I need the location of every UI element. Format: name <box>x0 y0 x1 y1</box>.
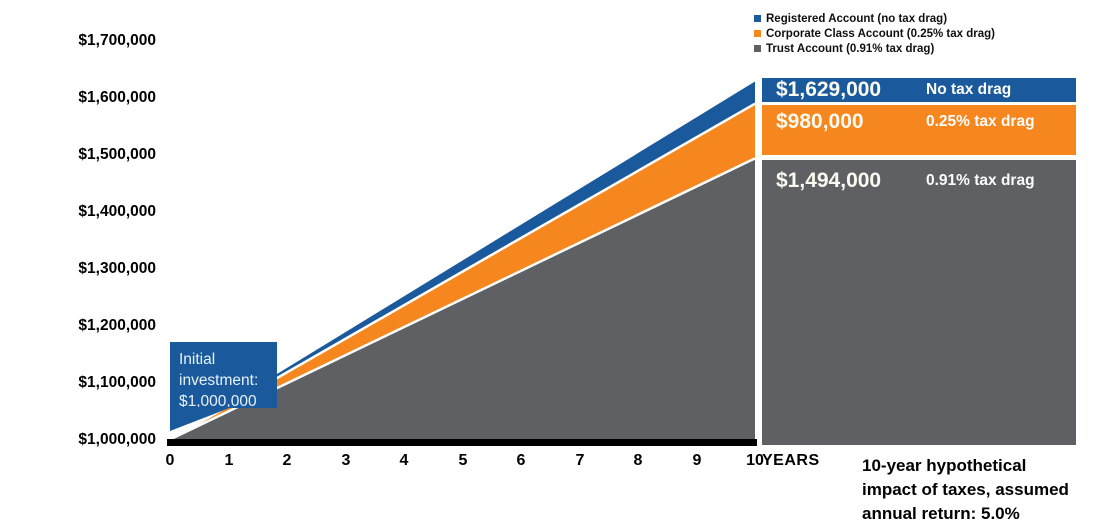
footnote-line: impact of taxes, assumed <box>862 480 1069 499</box>
legend-label: Registered Account (no tax drag) <box>766 12 948 25</box>
callout-line: $1,000,000 <box>179 393 257 410</box>
initial-investment-callout: Initial investment: $1,000,000 <box>170 342 277 410</box>
result-tax-drag-label: 0.25% tax drag <box>926 113 1035 130</box>
x-axis-line <box>167 439 757 446</box>
result-amount: $1,494,000 <box>776 169 882 192</box>
y-tick-label: $1,200,000 <box>78 317 156 334</box>
x-tick-label: 9 <box>692 452 702 469</box>
legend-label: Corporate Class Account (0.25% tax drag) <box>766 27 995 40</box>
footnote-line: 10-year hypothetical <box>862 456 1027 475</box>
legend-swatch-registered-icon <box>754 15 761 22</box>
legend-item-registered: Registered Account (no tax drag) <box>754 11 995 26</box>
legend-item-trust: Trust Account (0.91% tax drag) <box>754 41 995 56</box>
x-tick-label: 8 <box>633 452 643 469</box>
result-box-corporate: $980,000 0.25% tax drag <box>762 105 1076 155</box>
x-tick-label: 6 <box>516 452 526 469</box>
y-tick-label: $1,700,000 <box>78 32 156 49</box>
assumptions-footnote: 10-year hypothetical impact of taxes, as… <box>862 454 1103 526</box>
x-tick-label: 3 <box>341 452 351 469</box>
y-tick-label: $1,000,000 <box>78 431 156 448</box>
callout-line: Initial <box>179 351 216 368</box>
result-amount: $980,000 <box>776 110 864 133</box>
x-tick-label: 10 <box>746 452 764 469</box>
x-tick-label: 0 <box>165 452 175 469</box>
legend-swatch-corporate-icon <box>754 30 761 37</box>
y-tick-label: $1,600,000 <box>78 89 156 106</box>
x-tick-label: 1 <box>224 452 234 469</box>
y-tick-label: $1,300,000 <box>78 260 156 277</box>
result-box-trust: $1,494,000 0.91% tax drag <box>762 160 1076 445</box>
x-tick-label: 2 <box>282 452 292 469</box>
x-tick-label: 5 <box>458 452 468 469</box>
callout-line: investment: <box>179 372 259 389</box>
y-tick-label: $1,400,000 <box>78 203 156 220</box>
result-box-registered: $1,629,000 No tax drag <box>762 78 1076 102</box>
result-tax-drag-label: No tax drag <box>926 81 1012 98</box>
y-tick-label: $1,100,000 <box>78 374 156 391</box>
y-tick-label: $1,500,000 <box>78 146 156 163</box>
footnote-line: annual return: 5.0% <box>862 504 1020 523</box>
legend-swatch-trust-icon <box>754 45 761 52</box>
x-tick-label: 4 <box>399 452 409 469</box>
result-tax-drag-label: 0.91% tax drag <box>926 172 1035 189</box>
x-tick-label: 7 <box>575 452 585 469</box>
legend-item-corporate: Corporate Class Account (0.25% tax drag) <box>754 26 995 41</box>
result-amount: $1,629,000 <box>776 78 882 101</box>
x-axis-title: YEARS <box>762 452 820 469</box>
legend-label: Trust Account (0.91% tax drag) <box>766 42 935 55</box>
legend: Registered Account (no tax drag) Corpora… <box>754 11 995 56</box>
